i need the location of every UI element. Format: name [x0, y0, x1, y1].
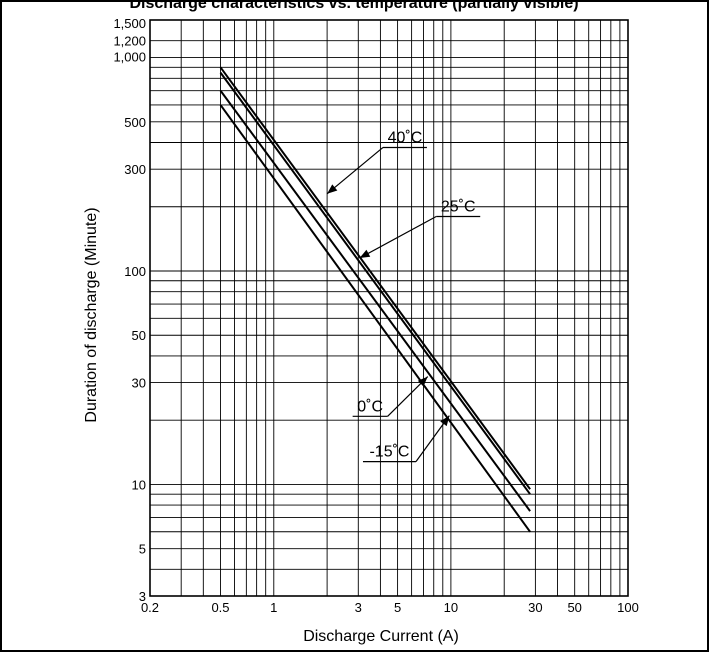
y-tick-label: 30: [132, 376, 146, 391]
annotation-arrowhead: [359, 249, 371, 259]
series-layer: [219, 66, 531, 533]
chart-title: Discharge characteristics vs. temperatur…: [129, 0, 578, 12]
chart-gridlines: [149, 19, 629, 597]
y-tick-label: 10: [132, 477, 146, 492]
y-tick-label: 100: [124, 264, 146, 279]
annotation-arrowhead: [327, 184, 338, 194]
y-axis-title: Duration of discharge (Minute): [83, 207, 100, 422]
annotation-label: -15˚C: [369, 444, 409, 461]
annotation-arrowhead: [417, 376, 428, 387]
y-tick-label: 1,000: [113, 50, 146, 65]
annotation-arrowhead: [440, 415, 450, 427]
x-tick-label: 30: [528, 600, 542, 615]
x-tick-label: 0.2: [141, 600, 159, 615]
y-tick-label: 500: [124, 115, 146, 130]
x-tick-label: 100: [617, 600, 639, 615]
series-line: [219, 72, 531, 495]
annotation-label: 0˚C: [357, 398, 383, 415]
annotation-arrow-shaft: [326, 147, 384, 195]
annotation-label: 40˚C: [388, 130, 423, 147]
series-line: [219, 66, 531, 490]
y-tick-label: 3: [139, 589, 146, 604]
x-tick-label: 50: [567, 600, 581, 615]
x-axis-title: Discharge Current (A): [303, 628, 459, 645]
x-tick-label: 0.5: [211, 600, 229, 615]
x-tick-label: 3: [355, 600, 362, 615]
y-tick-label: 1,200: [113, 34, 146, 49]
x-tick-label: 1: [270, 600, 277, 615]
y-tick-label: 300: [124, 162, 146, 177]
y-tick-label: 1,500: [113, 16, 146, 31]
tick-label-layer: 0.2 0.5 1 3 5 10 30 50 100 3 5 10 30 50 100 300 500 1,000…: [113, 16, 638, 615]
annotation-layer: 40˚C 25˚C 0˚C -15˚C: [326, 130, 481, 463]
series-line: [219, 104, 531, 533]
series-line: [219, 90, 531, 512]
annotation-arrow-shaft: [359, 215, 437, 259]
annotation-label: 25˚C: [441, 199, 476, 216]
y-tick-label: 50: [132, 328, 146, 343]
x-tick-label: 10: [444, 600, 458, 615]
y-tick-label: 5: [139, 542, 146, 557]
plot-border: [149, 19, 629, 597]
x-tick-label: 5: [394, 600, 401, 615]
